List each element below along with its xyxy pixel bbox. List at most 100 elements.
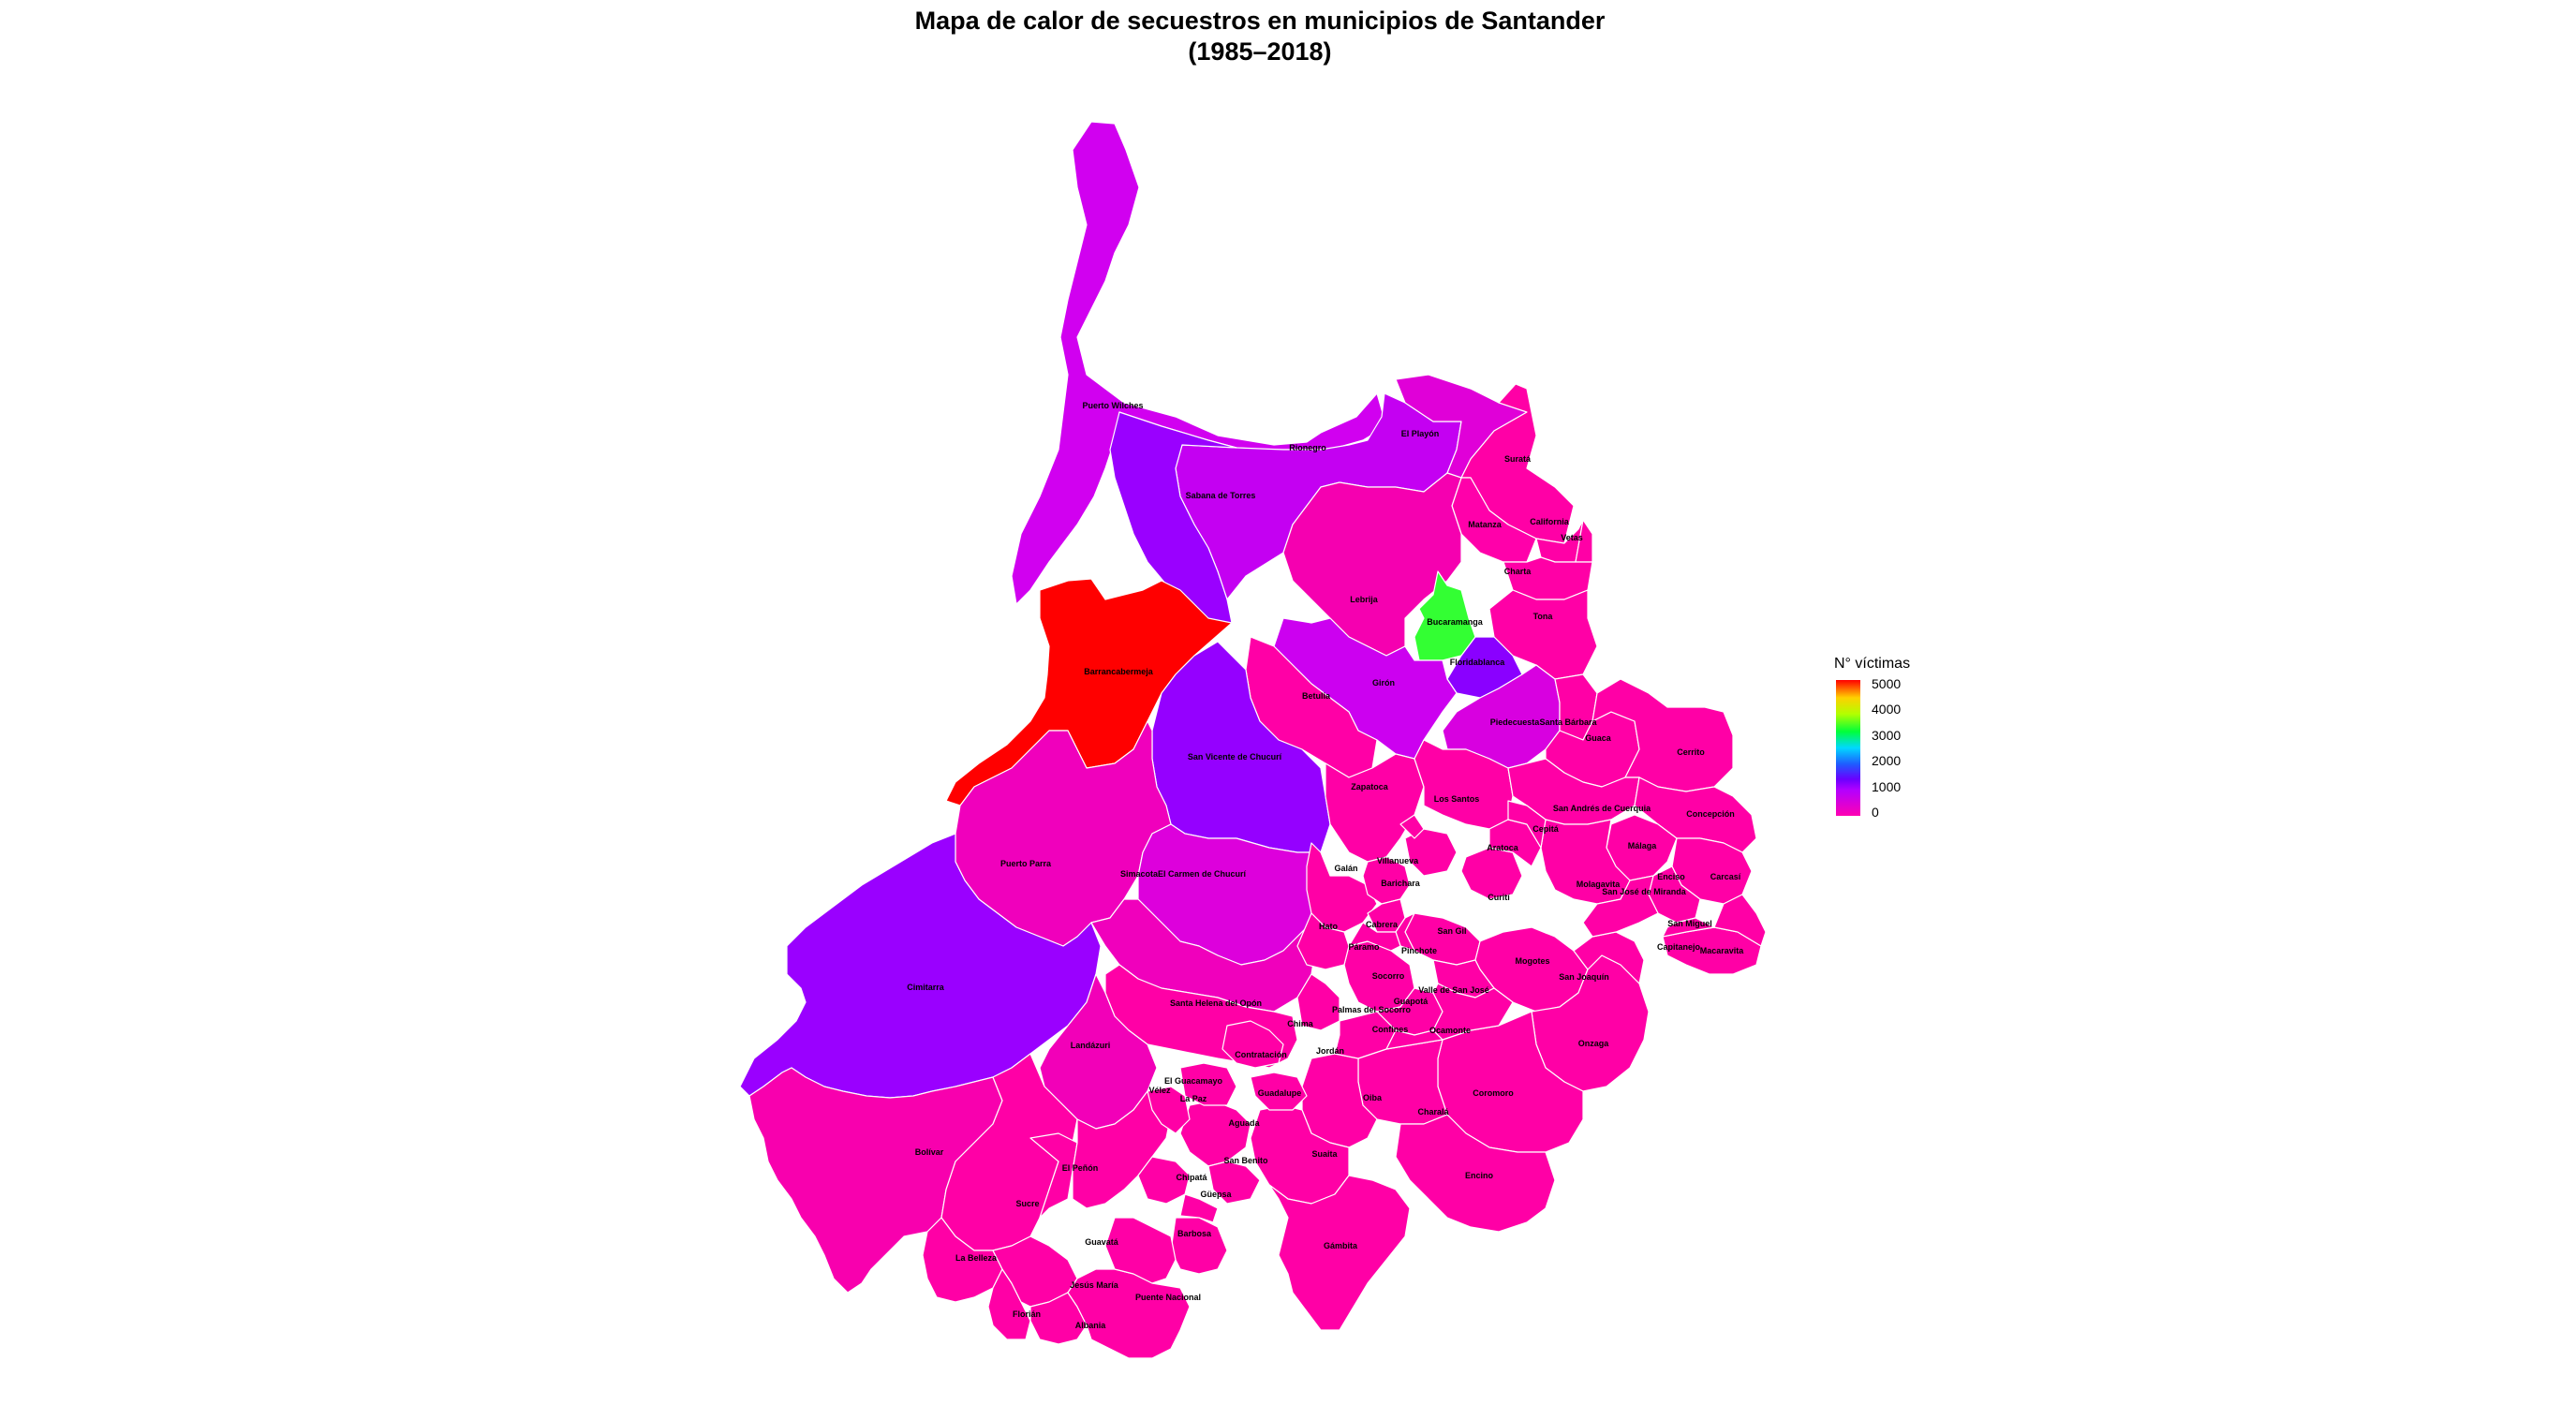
municipality-label: Guadalupe	[1258, 1088, 1302, 1098]
legend-colorbar	[1836, 680, 1860, 816]
municipality-ocamonte	[1432, 983, 1514, 1041]
municipality-guepsa	[1179, 1193, 1219, 1223]
municipality-label: Málaga	[1628, 841, 1658, 850]
municipality-encino	[1395, 1114, 1556, 1233]
legend-break-label: 1000	[1872, 778, 1902, 794]
municipality-label: Puerto Wilches	[1083, 401, 1144, 410]
municipality-label: San Joaquín	[1559, 972, 1609, 982]
municipality-label: Chipatá	[1176, 1173, 1207, 1182]
municipality-label: Encino	[1465, 1171, 1494, 1180]
municipality-cepita	[1507, 800, 1547, 849]
municipality-label: El Peñón	[1062, 1163, 1099, 1173]
legend-break-label: 3000	[1872, 727, 1902, 743]
municipality-label: Guavatá	[1085, 1237, 1119, 1247]
map-title: Mapa de calor de secuestros en municipio…	[0, 6, 2520, 67]
municipality-sabana-de-torres	[1109, 411, 1237, 624]
municipality-label: Sabana de Torres	[1186, 491, 1256, 500]
municipality-la-paz	[1147, 1086, 1191, 1134]
municipality-barbosa	[1170, 1217, 1228, 1275]
municipality-san-benito	[1207, 1161, 1261, 1205]
municipality-san-jose-de-miranda	[1582, 875, 1659, 938]
municipality-label: Hato	[1319, 922, 1339, 931]
municipality-label: Landázuri	[1071, 1041, 1111, 1050]
municipality-label: Barrancabermeja	[1084, 667, 1154, 676]
municipality-label: Barbosa	[1177, 1229, 1212, 1238]
municipality-chipata	[1137, 1156, 1191, 1205]
municipality-label: Charta	[1504, 567, 1532, 576]
municipality-label: Cepitá	[1532, 824, 1560, 834]
municipality-label: Betulia	[1302, 691, 1331, 701]
legend-tick	[1860, 684, 1866, 685]
municipality-label: California	[1530, 517, 1570, 526]
municipality-label: Florián	[1013, 1309, 1041, 1319]
municipality-label: Aratoca	[1487, 843, 1519, 852]
legend-break-label: 0	[1872, 805, 1879, 820]
municipality-label: Aguada	[1228, 1118, 1260, 1128]
municipality-label: Concepción	[1686, 809, 1735, 819]
municipality-hato	[1296, 912, 1350, 970]
municipality-contratacion	[1221, 1020, 1284, 1069]
legend-break-label: 4000	[1872, 702, 1902, 717]
municipality-san-andres	[1507, 758, 1640, 825]
municipality-label: San Benito	[1223, 1156, 1268, 1165]
municipality-labels: Puerto Wilches Rionegro El Playón Suratá Sab…	[907, 401, 1744, 1330]
municipality-label: Zapatoca	[1351, 782, 1389, 791]
municipality-label: Contratación	[1235, 1050, 1287, 1059]
municipality-guavata	[1104, 1217, 1177, 1284]
municipality-label: SimacotaEl Carmen de Chucurí	[1120, 869, 1247, 879]
municipality-label: Ocamonte	[1429, 1026, 1471, 1035]
municipality-label: Villanueva	[1377, 856, 1419, 865]
municipality-label: Palmas del Socorro	[1332, 1005, 1412, 1014]
municipality-label: Galán	[1334, 864, 1357, 873]
municipality-label: Cabrera	[1366, 920, 1399, 929]
municipality-label: Gámbita	[1324, 1241, 1358, 1250]
municipality-label: Piedecuesta	[1490, 717, 1541, 727]
municipality-label: Suaita	[1311, 1149, 1338, 1159]
municipality-label: Sucre	[1015, 1199, 1039, 1208]
map-title-line2: (1985–2018)	[1188, 37, 1332, 66]
municipality-albania	[1029, 1292, 1088, 1345]
municipality-gambita	[1268, 1175, 1411, 1331]
legend-tick	[1860, 761, 1866, 762]
legend-tick	[1860, 812, 1866, 813]
municipality-label: Cerrito	[1677, 747, 1705, 757]
municipality-label: San Andrés de Cuerquia	[1553, 804, 1651, 813]
municipality-label: Oiba	[1363, 1093, 1383, 1102]
municipality-macaravita	[1713, 894, 1767, 947]
legend-tick	[1860, 709, 1866, 711]
municipality-paramo	[1348, 922, 1401, 952]
municipality-label: Molagavita	[1577, 880, 1621, 889]
municipality-guapota	[1334, 1011, 1397, 1059]
municipality-jordan	[1399, 814, 1425, 839]
municipality-villanueva	[1404, 828, 1458, 877]
municipality-label: Cimitarra	[907, 983, 945, 992]
municipality-curiti	[1460, 847, 1523, 900]
municipality-label: Santa Helena del Opón	[1170, 998, 1262, 1008]
municipality-label: Matanza	[1468, 520, 1503, 529]
municipality-label: Rionegro	[1289, 443, 1326, 452]
legend-title: N° víctimas	[1834, 656, 1911, 672]
legend-break-label: 2000	[1872, 753, 1902, 769]
municipality-label: Chima	[1287, 1019, 1314, 1028]
municipality-label: Vetas	[1561, 533, 1583, 542]
municipality-label: Puente Nacional	[1135, 1293, 1201, 1302]
municipality-label: San Gil	[1437, 926, 1466, 936]
municipality-label: Tona	[1533, 612, 1554, 621]
municipality-piedecuesta	[1442, 664, 1561, 769]
legend-tick	[1860, 734, 1866, 736]
municipality-label: El Playón	[1401, 429, 1440, 438]
municipality-label: San Vicente de Chucurí	[1188, 752, 1282, 762]
legend: N° víctimas 5000 4000 3000 2000 1000 0	[1834, 656, 1965, 843]
municipality-label: Güepsa	[1200, 1190, 1232, 1199]
municipality-label: Suratá	[1504, 454, 1532, 464]
municipality-guadalupe	[1250, 1072, 1308, 1111]
municipality-label: Floridablanca	[1450, 658, 1506, 667]
municipality-label: La Belleza	[955, 1253, 998, 1263]
municipality-label: Bolívar	[915, 1147, 944, 1157]
municipality-label: Girón	[1372, 678, 1395, 688]
municipality-label: El Guacamayo	[1164, 1076, 1223, 1086]
municipality-label: Barichara	[1381, 879, 1421, 888]
municipality-el-penon	[1029, 1132, 1078, 1219]
municipality-polygons	[739, 121, 1767, 1359]
